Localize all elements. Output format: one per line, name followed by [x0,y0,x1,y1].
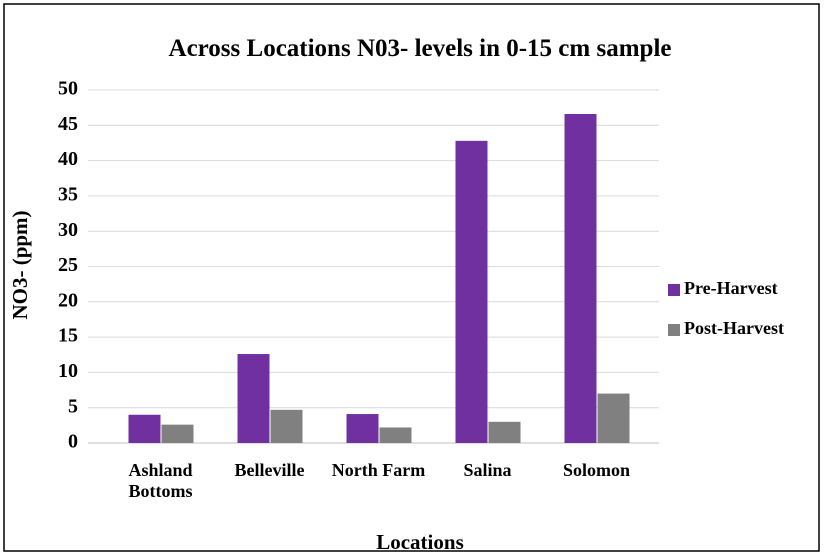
y-tick-label: 15 [58,325,78,347]
y-tick-label: 5 [68,395,78,417]
bar [128,414,161,443]
chart-title: Across Locations N03- levels in 0-15 cm … [168,35,672,62]
bar [597,393,630,443]
x-tick-label: Solomon [562,460,631,480]
legend-swatch [668,284,680,296]
y-tick-label: 30 [58,219,78,241]
bar [161,424,194,443]
x-axis-title: Locations [376,530,464,554]
x-tick-label: North Farm [331,460,426,480]
y-tick-label: 20 [58,289,78,311]
y-tick-label: 25 [58,254,78,276]
y-tick-label: 35 [58,183,78,205]
x-tick-label: Belleville [234,460,305,480]
bar [564,114,597,443]
bar [270,409,303,443]
y-tick-label: 0 [68,431,78,453]
y-tick-label: 50 [58,78,78,100]
chart-border [3,3,820,552]
bar [379,427,412,443]
bar [346,414,379,443]
x-tick-label: Salina [463,460,512,480]
y-tick-label: 10 [58,360,78,382]
bar [455,140,488,443]
y-tick-label: 45 [58,113,78,135]
legend-label: Pre-Harvest [684,278,778,298]
bar [488,421,521,443]
x-tick-label: Ashland Bottoms [128,460,193,501]
legend-label: Post-Harvest [684,318,784,338]
y-tick-label: 40 [58,148,78,170]
bar [237,354,270,443]
y-axis-title: NO3- (ppm) [8,210,32,319]
legend-swatch [668,324,680,336]
